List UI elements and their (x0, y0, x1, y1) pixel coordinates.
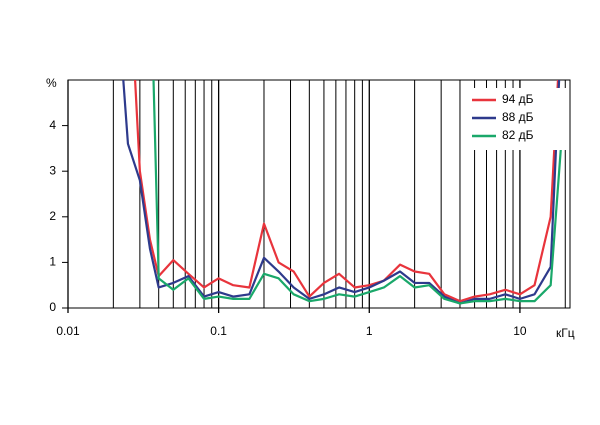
x-tick-label: 10 (513, 324, 527, 338)
series-line (134, 80, 560, 303)
series-line (122, 80, 561, 305)
x-tick-label: 0.01 (56, 324, 80, 338)
x-tick-label: 0.1 (210, 324, 227, 338)
series-group (122, 80, 567, 305)
y-tick-label: 2 (49, 209, 56, 223)
x-axis-label: кГц (556, 326, 575, 340)
y-axis-label: % (46, 76, 57, 90)
x-tick-label: 1 (366, 324, 373, 338)
y-tick-label: 4 (49, 118, 56, 132)
y-tick-label: 1 (49, 255, 56, 269)
y-tick-label: 3 (49, 163, 56, 177)
y-tick-label: 0 (49, 300, 56, 314)
legend-label: 82 дБ (502, 128, 534, 142)
legend-label: 94 дБ (502, 92, 534, 106)
legend-label: 88 дБ (502, 110, 534, 124)
series-line (152, 80, 567, 305)
